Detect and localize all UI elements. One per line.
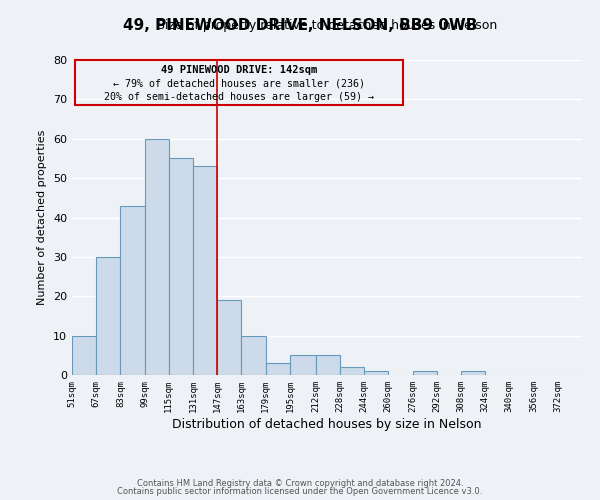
Bar <box>75 60 403 106</box>
Bar <box>72 336 96 375</box>
Bar <box>266 363 290 375</box>
X-axis label: Distribution of detached houses by size in Nelson: Distribution of detached houses by size … <box>172 418 482 430</box>
Bar <box>290 356 316 375</box>
Text: Contains public sector information licensed under the Open Government Licence v3: Contains public sector information licen… <box>118 487 482 496</box>
Title: Size of property relative to detached houses in Nelson: Size of property relative to detached ho… <box>157 20 497 32</box>
Bar <box>241 336 266 375</box>
Bar <box>461 371 485 375</box>
Text: 49, PINEWOOD DRIVE, NELSON, BB9 0WB: 49, PINEWOOD DRIVE, NELSON, BB9 0WB <box>123 18 477 32</box>
Bar <box>413 371 437 375</box>
Text: 49 PINEWOOD DRIVE: 142sqm: 49 PINEWOOD DRIVE: 142sqm <box>161 64 317 74</box>
Text: Contains HM Land Registry data © Crown copyright and database right 2024.: Contains HM Land Registry data © Crown c… <box>137 478 463 488</box>
Bar <box>364 371 388 375</box>
Text: 20% of semi-detached houses are larger (59) →: 20% of semi-detached houses are larger (… <box>104 92 374 102</box>
Bar <box>121 206 145 375</box>
Bar <box>217 300 241 375</box>
Bar <box>193 166 217 375</box>
Y-axis label: Number of detached properties: Number of detached properties <box>37 130 47 305</box>
Bar <box>169 158 193 375</box>
Bar <box>96 257 121 375</box>
Bar <box>316 356 340 375</box>
Bar <box>340 367 364 375</box>
Bar <box>145 138 169 375</box>
Text: ← 79% of detached houses are smaller (236): ← 79% of detached houses are smaller (23… <box>113 79 365 89</box>
